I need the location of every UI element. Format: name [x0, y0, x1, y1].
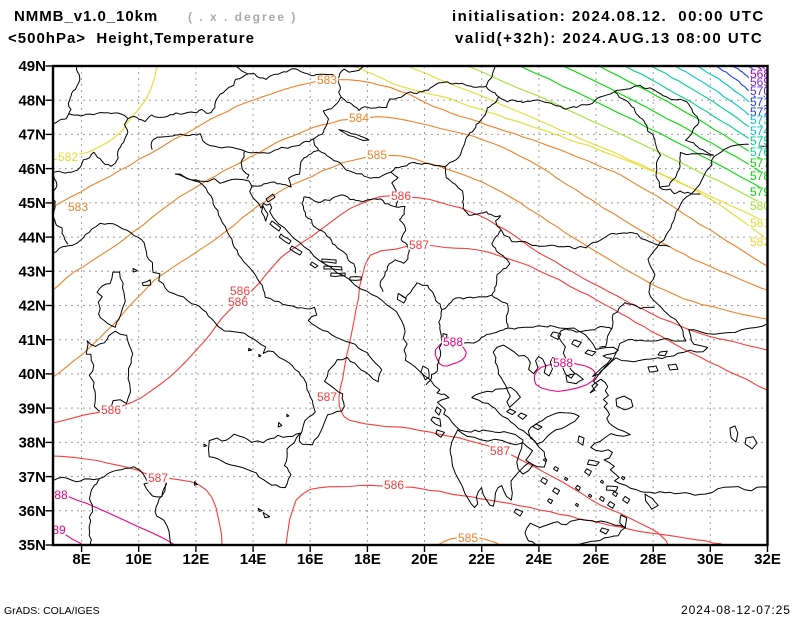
svg-text:569: 569 — [750, 75, 770, 89]
svg-text:584: 584 — [349, 111, 369, 125]
svg-text:8E: 8E — [72, 551, 90, 568]
svg-text:47N: 47N — [18, 127, 46, 144]
svg-text:586: 586 — [101, 403, 121, 417]
svg-text:39N: 39N — [18, 400, 46, 417]
svg-text:583: 583 — [68, 200, 88, 214]
svg-text:587: 587 — [317, 390, 337, 404]
svg-text:18E: 18E — [354, 551, 381, 568]
svg-text:26E: 26E — [583, 551, 610, 568]
svg-text:586: 586 — [384, 478, 404, 492]
svg-text:36N: 36N — [18, 503, 46, 520]
svg-text:20E: 20E — [411, 551, 438, 568]
svg-text:44N: 44N — [18, 229, 46, 246]
svg-text:587: 587 — [490, 444, 510, 458]
svg-text:580: 580 — [750, 199, 770, 213]
svg-text:586: 586 — [391, 189, 411, 203]
svg-text:570: 570 — [750, 84, 770, 98]
svg-text:10E: 10E — [125, 551, 152, 568]
svg-text:46N: 46N — [18, 161, 46, 178]
svg-text:587: 587 — [148, 471, 168, 485]
svg-text:49N: 49N — [18, 58, 46, 75]
svg-text:37N: 37N — [18, 469, 46, 486]
svg-text:22E: 22E — [468, 551, 495, 568]
svg-text:577: 577 — [750, 156, 770, 170]
svg-text:579: 579 — [750, 185, 770, 199]
svg-text:576: 576 — [750, 145, 770, 159]
svg-text:30E: 30E — [697, 551, 724, 568]
svg-text:587: 587 — [409, 238, 429, 252]
svg-text:89: 89 — [52, 523, 66, 537]
svg-text:24E: 24E — [526, 551, 553, 568]
svg-text:16E: 16E — [297, 551, 324, 568]
svg-text:586: 586 — [230, 284, 250, 298]
svg-text:41N: 41N — [18, 332, 46, 349]
svg-text:40N: 40N — [18, 366, 46, 383]
svg-text:582: 582 — [58, 150, 78, 164]
svg-text:578: 578 — [750, 169, 770, 183]
svg-text:588: 588 — [553, 356, 573, 370]
svg-text:581: 581 — [750, 216, 770, 230]
svg-text:575: 575 — [750, 134, 770, 148]
svg-text:583: 583 — [317, 73, 337, 87]
svg-text:43N: 43N — [18, 264, 46, 281]
svg-text:38N: 38N — [18, 435, 46, 452]
svg-text:586: 586 — [228, 295, 248, 309]
svg-text:585: 585 — [458, 531, 478, 545]
svg-text:574: 574 — [750, 124, 770, 138]
svg-text:35N: 35N — [18, 537, 46, 554]
svg-text:48N: 48N — [18, 92, 46, 109]
svg-text:14E: 14E — [240, 551, 267, 568]
svg-text:571: 571 — [750, 95, 770, 109]
svg-text:28E: 28E — [640, 551, 667, 568]
svg-text:573: 573 — [750, 113, 770, 127]
svg-text:32E: 32E — [754, 551, 781, 568]
svg-text:88: 88 — [54, 488, 68, 502]
svg-text:42N: 42N — [18, 298, 46, 315]
svg-text:588: 588 — [443, 335, 463, 349]
svg-text:12E: 12E — [183, 551, 210, 568]
svg-text:45N: 45N — [18, 195, 46, 212]
svg-text:582: 582 — [750, 235, 770, 249]
svg-text:585: 585 — [367, 148, 387, 162]
